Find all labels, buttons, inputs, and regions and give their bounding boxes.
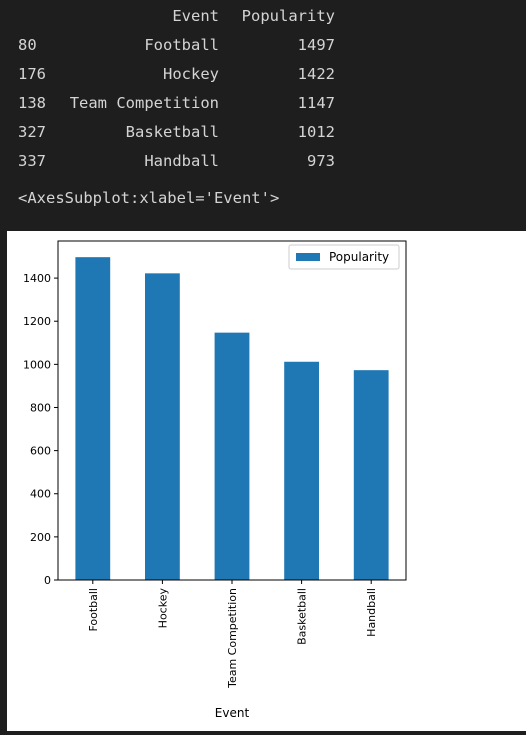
y-tick-label: 1000	[23, 358, 51, 371]
x-axis-label: Event	[215, 706, 250, 720]
y-tick-label: 400	[30, 488, 51, 501]
x-tick-label: Football	[87, 588, 100, 632]
y-tick-label: 0	[44, 574, 51, 587]
x-tick-label: Team Competition	[226, 588, 239, 689]
axes-repr-text: <AxesSubplot:xlabel='Event'>	[18, 188, 279, 208]
legend-swatch	[296, 253, 320, 261]
bar-chart: 0 200 400 600 800 1000 1200 1400 Football Hockey T…	[7, 231, 526, 731]
y-tick-label: 800	[30, 401, 51, 414]
column-header-popularity: Popularity	[230, 6, 335, 26]
y-tick-label: 1400	[23, 272, 51, 285]
y-tick-label: 1200	[23, 315, 51, 328]
row-event: Team Competition	[40, 93, 219, 113]
row-popularity: 1422	[230, 64, 335, 84]
bar	[215, 333, 250, 580]
bar	[145, 273, 180, 580]
row-index: 80	[18, 35, 37, 55]
row-popularity: 1147	[230, 93, 335, 113]
plot-image: 0 200 400 600 800 1000 1200 1400 Football Hockey T…	[7, 231, 526, 731]
x-tick-label: Basketball	[296, 588, 309, 645]
cell-output: Event Popularity 80 Football 1497 176 Ho…	[0, 0, 526, 231]
row-popularity: 1012	[230, 122, 335, 142]
row-event: Basketball	[40, 122, 219, 142]
y-tick-label: 600	[30, 445, 51, 458]
row-event: Handball	[40, 151, 219, 171]
bar	[284, 362, 319, 580]
x-tick-label: Handball	[365, 588, 378, 637]
row-event: Football	[40, 35, 219, 55]
row-popularity: 973	[230, 151, 335, 171]
y-tick-label: 200	[30, 531, 51, 544]
bar	[75, 257, 110, 580]
bar	[354, 370, 389, 580]
row-event: Hockey	[40, 64, 219, 84]
row-popularity: 1497	[230, 35, 335, 55]
column-header-event: Event	[120, 6, 219, 26]
legend-label: Popularity	[329, 250, 389, 264]
x-tick-label: Hockey	[156, 588, 169, 629]
